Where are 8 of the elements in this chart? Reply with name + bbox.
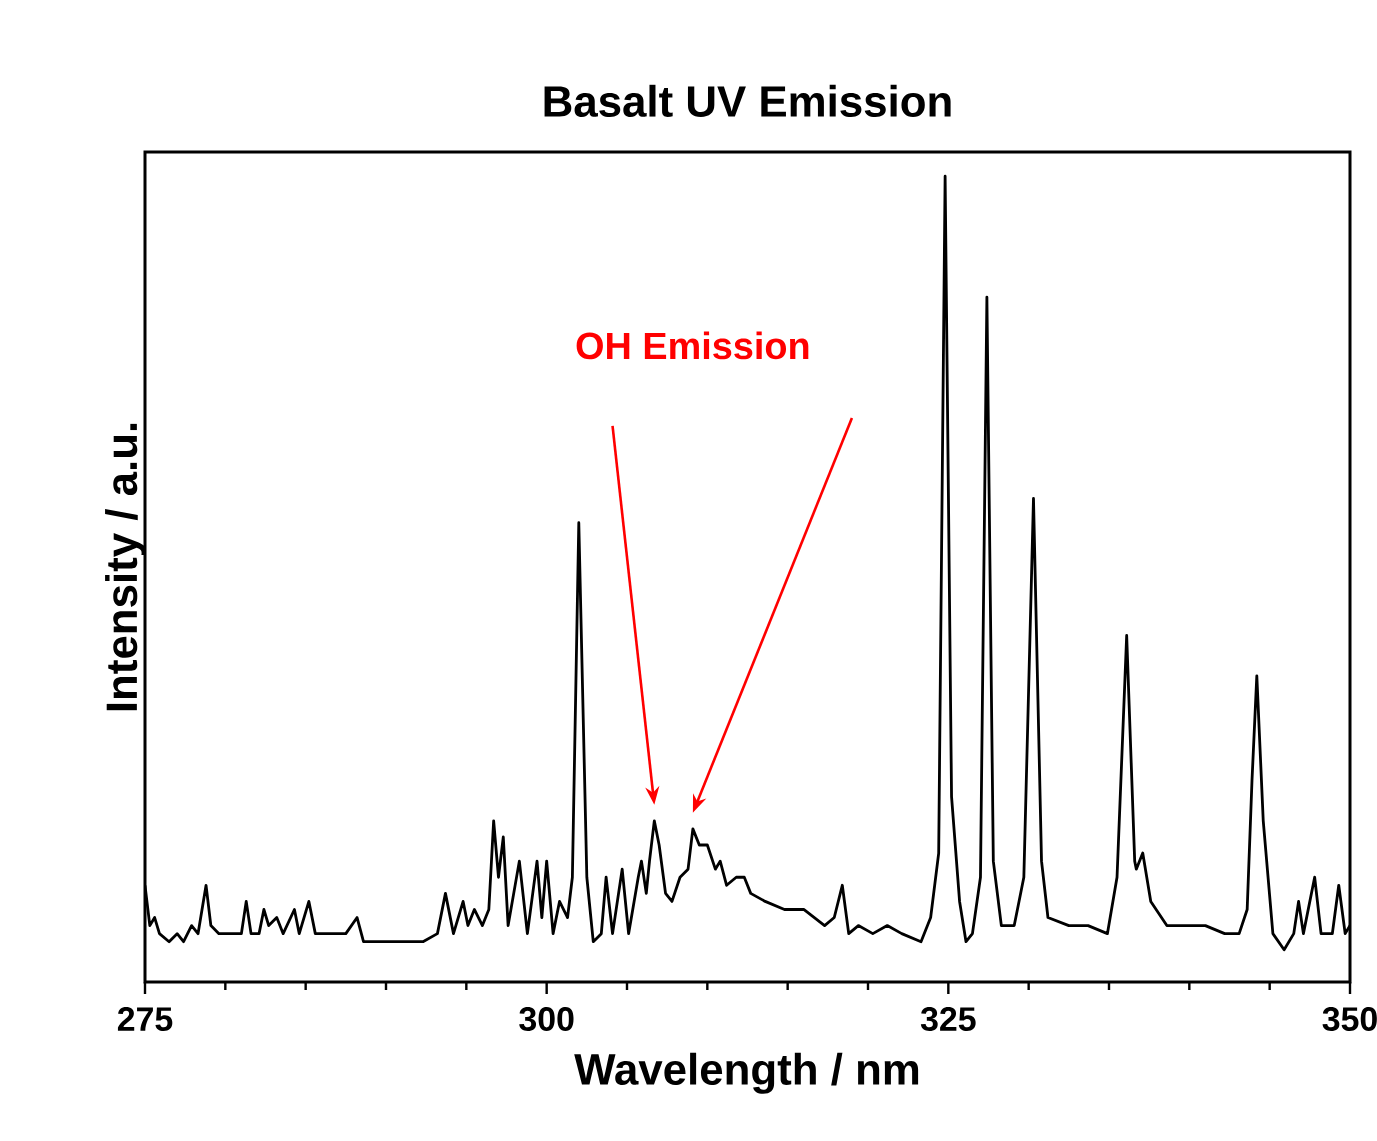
x-tick-label: 325: [920, 1007, 976, 1032]
x-axis-title: Wavelength / nm: [574, 1052, 919, 1094]
y-axis-title: Intensity / a.u.: [105, 423, 146, 711]
annotation: OH Emission: [576, 331, 809, 360]
x-tick-label: 300: [519, 1007, 574, 1032]
chart-title: Basalt UV Emission: [544, 84, 951, 117]
x-tick-label: 350: [1322, 1007, 1377, 1032]
x-tick-label: 275: [117, 1007, 173, 1032]
